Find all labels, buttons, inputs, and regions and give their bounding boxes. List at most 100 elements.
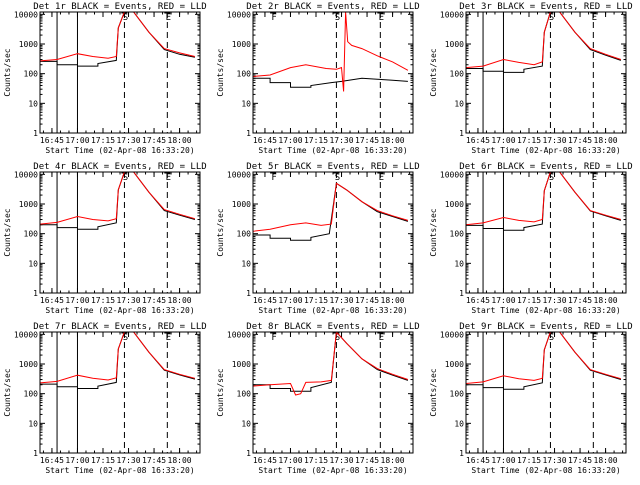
x-tick-label: 17:45: [355, 296, 379, 305]
marker-E: E: [166, 333, 171, 343]
series-group: [466, 12, 622, 73]
plot-frame: [39, 171, 201, 294]
panel-title: Det 2r BLACK = Events, RED = LLD: [246, 2, 419, 12]
x-tick-label: 18:00: [168, 136, 192, 145]
x-tick-label: 18:00: [381, 456, 405, 465]
x-tick-label: 18:00: [168, 296, 192, 305]
x-tick-label: 17:15: [91, 136, 115, 145]
panel-7: Det 7r BLACK = Events, RED = LLD 1 10 100 10…: [3, 322, 207, 475]
marker-F: F: [271, 13, 276, 23]
series-events-line: [253, 182, 409, 241]
y-axis-label: Counts/sec: [429, 368, 438, 416]
series-group: [253, 182, 409, 241]
panel-title: Det 1r BLACK = Events, RED = LLD: [33, 2, 206, 12]
x-tick-label: 17:45: [568, 136, 592, 145]
marker-S: S: [123, 333, 128, 343]
plot-frame: [465, 331, 627, 454]
marker-S: S: [549, 173, 554, 183]
y-tick-label: 10: [241, 259, 251, 268]
x-tick-label: 16:45: [466, 456, 490, 465]
y-tick-label: 1: [246, 289, 251, 298]
x-tick-label: 17:45: [142, 136, 166, 145]
y-axis-label: Counts/sec: [3, 208, 12, 256]
marker-E: E: [166, 13, 171, 23]
y-tick-label: 100: [24, 70, 39, 79]
y-tick-label: 10000: [14, 10, 38, 19]
y-tick-label: 1: [246, 129, 251, 138]
panel-6: Det 6r BLACK = Events, RED = LLD 1 10 100 10…: [429, 162, 633, 315]
panel-2: Det 2r BLACK = Events, RED = LLD 1 10 100 10…: [216, 2, 420, 155]
y-tick-label: 100: [24, 390, 39, 399]
panel-title: Det 5r BLACK = Events, RED = LLD: [246, 162, 419, 172]
series-group: [40, 172, 196, 230]
y-tick-label: 1000: [232, 200, 251, 209]
y-tick-label: 10: [454, 99, 464, 108]
x-axis-label: Start Time (02-Apr-08 16:33:20): [471, 466, 620, 475]
y-axis-label: Counts/sec: [216, 48, 225, 96]
y-tick-label: 1000: [19, 200, 38, 209]
x-tick-label: 17:30: [542, 136, 566, 145]
x-tick-label: 17:00: [65, 136, 89, 145]
x-tick-label: 16:45: [40, 136, 64, 145]
x-tick-label: 17:15: [517, 456, 541, 465]
series-events-line: [253, 77, 408, 88]
x-tick-label: 17:00: [65, 296, 89, 305]
x-tick-label: 17:00: [491, 136, 515, 145]
panel-title: Det 8r BLACK = Events, RED = LLD: [246, 322, 419, 332]
x-tick-label: 17:30: [542, 296, 566, 305]
x-tick-label: 17:30: [116, 296, 140, 305]
x-tick-label: 17:30: [116, 136, 140, 145]
x-tick-label: 17:00: [491, 296, 515, 305]
y-tick-label: 10: [28, 419, 38, 428]
x-tick-label: 17:45: [355, 136, 379, 145]
x-tick-label: 17:15: [517, 296, 541, 305]
y-tick-label: 1: [459, 129, 464, 138]
y-axis-label: Counts/sec: [216, 208, 225, 256]
y-tick-label: 1: [33, 289, 38, 298]
y-tick-label: 1000: [445, 360, 464, 369]
plot-frame: [465, 171, 627, 294]
panel-1: Det 1r BLACK = Events, RED = LLD 1 10 100 10…: [3, 2, 207, 155]
series-lld-line: [253, 12, 409, 92]
series-lld-line: [253, 332, 409, 396]
marker-E: E: [379, 173, 384, 183]
y-axis-label: Counts/sec: [3, 48, 12, 96]
x-axis-label: Start Time (02-Apr-08 16:33:20): [471, 146, 620, 155]
x-tick-label: 16:45: [253, 296, 277, 305]
panel-9: Det 9r BLACK = Events, RED = LLD 1 10 100 10…: [429, 322, 633, 475]
x-tick-label: 16:45: [466, 136, 490, 145]
y-tick-label: 10: [454, 419, 464, 428]
marker-S: S: [123, 13, 128, 23]
y-tick-label: 1: [33, 449, 38, 458]
panel-title: Det 7r BLACK = Events, RED = LLD: [33, 322, 206, 332]
x-tick-label: 17:45: [142, 296, 166, 305]
plot-frame: [39, 331, 201, 454]
x-axis-label: Start Time (02-Apr-08 16:33:20): [471, 306, 620, 315]
y-tick-label: 10000: [440, 170, 464, 179]
x-tick-label: 17:00: [278, 136, 302, 145]
x-tick-label: 17:30: [329, 136, 353, 145]
y-tick-label: 1: [459, 289, 464, 298]
marker-S: S: [335, 333, 340, 343]
series-group: [466, 172, 622, 231]
series-lld-line: [40, 172, 196, 225]
x-axis-label: Start Time (02-Apr-08 16:33:20): [45, 146, 194, 155]
y-tick-label: 1000: [232, 360, 251, 369]
x-tick-label: 16:45: [40, 456, 64, 465]
y-tick-label: 100: [237, 390, 252, 399]
marker-S: S: [549, 333, 554, 343]
x-tick-label: 17:15: [304, 296, 328, 305]
x-tick-label: 18:00: [594, 136, 618, 145]
x-tick-label: 17:45: [568, 296, 592, 305]
marker-F: F: [271, 173, 276, 183]
series-lld-line: [466, 12, 622, 69]
panel-5: Det 5r BLACK = Events, RED = LLD 1 10 100 10…: [216, 162, 420, 315]
x-tick-label: 16:45: [40, 296, 64, 305]
y-tick-label: 100: [237, 70, 252, 79]
plot-frame: [39, 11, 201, 134]
y-tick-label: 1: [459, 449, 464, 458]
y-tick-label: 10000: [227, 170, 251, 179]
y-tick-label: 10: [241, 419, 251, 428]
